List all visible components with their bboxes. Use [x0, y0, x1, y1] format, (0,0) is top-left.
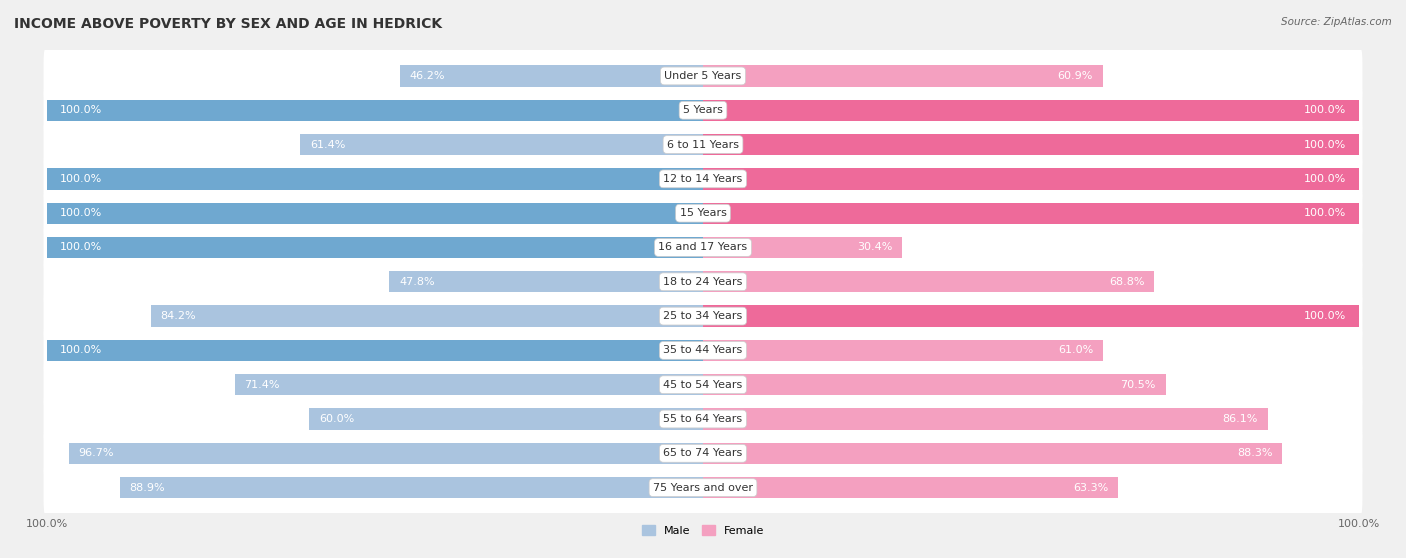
FancyBboxPatch shape [46, 129, 1360, 160]
Text: 68.8%: 68.8% [1109, 277, 1144, 287]
Text: 45 to 54 Years: 45 to 54 Years [664, 379, 742, 389]
Text: 100.0%: 100.0% [1303, 208, 1346, 218]
Text: 84.2%: 84.2% [160, 311, 195, 321]
FancyBboxPatch shape [44, 423, 1362, 484]
Text: 61.0%: 61.0% [1059, 345, 1094, 355]
Text: 100.0%: 100.0% [1303, 311, 1346, 321]
Text: 100.0%: 100.0% [60, 105, 103, 116]
Text: 35 to 44 Years: 35 to 44 Years [664, 345, 742, 355]
FancyBboxPatch shape [46, 403, 1360, 435]
FancyBboxPatch shape [46, 198, 1360, 229]
Text: 71.4%: 71.4% [245, 379, 280, 389]
Text: Source: ZipAtlas.com: Source: ZipAtlas.com [1281, 17, 1392, 27]
Bar [46, 340, 703, 361]
FancyBboxPatch shape [46, 95, 1360, 126]
Text: 100.0%: 100.0% [1303, 174, 1346, 184]
Bar [389, 271, 703, 292]
Bar [235, 374, 703, 396]
FancyBboxPatch shape [44, 320, 1362, 381]
Text: 88.3%: 88.3% [1237, 448, 1272, 458]
FancyBboxPatch shape [46, 472, 1360, 503]
Text: 60.9%: 60.9% [1057, 71, 1092, 81]
Text: 100.0%: 100.0% [60, 208, 103, 218]
FancyBboxPatch shape [44, 217, 1362, 278]
Bar [46, 237, 703, 258]
Text: 5 Years: 5 Years [683, 105, 723, 116]
FancyBboxPatch shape [46, 60, 1360, 92]
Bar [703, 168, 1360, 190]
Bar [299, 134, 703, 155]
Bar [703, 134, 1360, 155]
FancyBboxPatch shape [44, 354, 1362, 415]
Text: 75 Years and over: 75 Years and over [652, 483, 754, 493]
FancyBboxPatch shape [46, 266, 1360, 297]
Bar [703, 65, 1102, 86]
Text: Under 5 Years: Under 5 Years [665, 71, 741, 81]
FancyBboxPatch shape [46, 335, 1360, 366]
Bar [46, 168, 703, 190]
Text: 47.8%: 47.8% [399, 277, 434, 287]
Text: 100.0%: 100.0% [60, 174, 103, 184]
Bar [703, 271, 1154, 292]
Bar [46, 100, 703, 121]
Text: 100.0%: 100.0% [1303, 140, 1346, 150]
FancyBboxPatch shape [44, 114, 1362, 175]
Text: 15 Years: 15 Years [679, 208, 727, 218]
Bar [703, 477, 1118, 498]
Bar [69, 442, 703, 464]
FancyBboxPatch shape [44, 148, 1362, 209]
FancyBboxPatch shape [46, 301, 1360, 331]
Bar [703, 442, 1282, 464]
Bar [703, 340, 1104, 361]
Bar [150, 305, 703, 327]
FancyBboxPatch shape [46, 232, 1360, 263]
Text: 61.4%: 61.4% [309, 140, 346, 150]
FancyBboxPatch shape [46, 163, 1360, 194]
Bar [703, 408, 1268, 430]
Legend: Male, Female: Male, Female [637, 521, 769, 540]
FancyBboxPatch shape [44, 389, 1362, 449]
Text: 46.2%: 46.2% [409, 71, 446, 81]
Bar [703, 374, 1166, 396]
Text: 100.0%: 100.0% [1303, 105, 1346, 116]
Bar [120, 477, 703, 498]
Bar [46, 203, 703, 224]
Text: 60.0%: 60.0% [319, 414, 354, 424]
Text: 65 to 74 Years: 65 to 74 Years [664, 448, 742, 458]
FancyBboxPatch shape [46, 369, 1360, 400]
Text: 18 to 24 Years: 18 to 24 Years [664, 277, 742, 287]
FancyBboxPatch shape [44, 458, 1362, 518]
FancyBboxPatch shape [44, 252, 1362, 312]
Text: 86.1%: 86.1% [1223, 414, 1258, 424]
Bar [309, 408, 703, 430]
Text: 70.5%: 70.5% [1121, 379, 1156, 389]
FancyBboxPatch shape [44, 183, 1362, 243]
Text: 88.9%: 88.9% [129, 483, 165, 493]
Text: 100.0%: 100.0% [60, 345, 103, 355]
Text: 96.7%: 96.7% [79, 448, 114, 458]
Text: 30.4%: 30.4% [858, 243, 893, 252]
Bar [703, 237, 903, 258]
FancyBboxPatch shape [44, 80, 1362, 141]
Text: 63.3%: 63.3% [1073, 483, 1108, 493]
FancyBboxPatch shape [44, 46, 1362, 106]
Text: 6 to 11 Years: 6 to 11 Years [666, 140, 740, 150]
Text: 100.0%: 100.0% [60, 243, 103, 252]
FancyBboxPatch shape [46, 438, 1360, 469]
Text: 55 to 64 Years: 55 to 64 Years [664, 414, 742, 424]
Bar [703, 203, 1360, 224]
FancyBboxPatch shape [44, 286, 1362, 347]
Bar [399, 65, 703, 86]
Bar [703, 100, 1360, 121]
Text: 12 to 14 Years: 12 to 14 Years [664, 174, 742, 184]
Bar [703, 305, 1360, 327]
Text: 16 and 17 Years: 16 and 17 Years [658, 243, 748, 252]
Text: 25 to 34 Years: 25 to 34 Years [664, 311, 742, 321]
Text: INCOME ABOVE POVERTY BY SEX AND AGE IN HEDRICK: INCOME ABOVE POVERTY BY SEX AND AGE IN H… [14, 17, 441, 31]
